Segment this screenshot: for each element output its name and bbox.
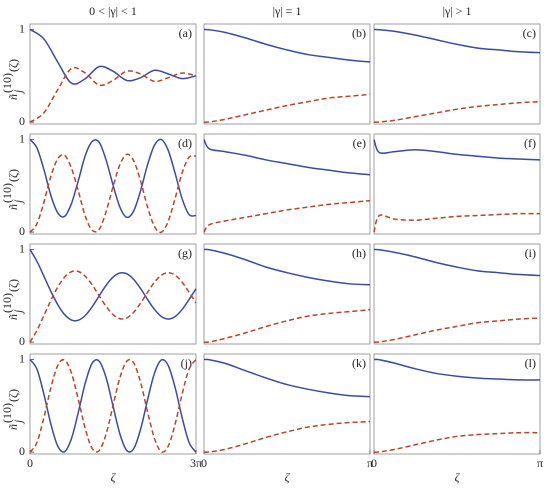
panel-label: (h) [352, 246, 366, 260]
x-tick-label: π [367, 456, 373, 470]
y-label-arg: (ζ) [6, 169, 20, 182]
data-line [203, 248, 371, 286]
panel-label: (b) [352, 26, 366, 40]
panel-label: (g) [178, 246, 192, 260]
x-axis-label: ζ [111, 470, 117, 484]
y-label-sub: j [11, 199, 25, 205]
panel-label: (f) [524, 136, 536, 150]
data-line [203, 28, 371, 63]
data-line [373, 317, 541, 343]
data-line [29, 249, 197, 322]
y-tick-label: 1 [19, 131, 25, 145]
y-axis-label: ñ(10)j (ζ) [0, 279, 25, 320]
y-tick-label: 0 [19, 224, 25, 238]
panel-frame [373, 133, 541, 235]
data-line [29, 138, 197, 219]
column-title: 0 < |γ| < 1 [89, 4, 137, 18]
y-label-sub: j [11, 309, 25, 315]
y-label-arg: (ζ) [6, 279, 20, 292]
y-label-sup: (10) [0, 293, 14, 313]
panel-frame [29, 23, 197, 125]
data-line [373, 248, 541, 277]
data-line [373, 431, 541, 453]
data-line [203, 139, 371, 176]
y-tick-label: 1 [19, 241, 25, 255]
y-label-base: ñ [6, 314, 20, 320]
data-line [203, 420, 371, 453]
data-line [203, 358, 371, 398]
data-line [373, 28, 541, 54]
y-label-base: ñ [6, 204, 20, 210]
data-line [203, 308, 371, 344]
y-label-arg: (ζ) [6, 389, 20, 402]
data-line [29, 358, 197, 453]
y-axis-label: ñ(10)j (ζ) [0, 169, 25, 210]
x-tick-label: 0 [371, 456, 377, 470]
panel-label: (d) [178, 136, 192, 150]
data-line [29, 270, 197, 343]
y-axis-label: ñ(10)j (ζ) [0, 59, 25, 100]
y-label-base: ñ [6, 424, 20, 430]
x-tick-label: 0 [201, 456, 207, 470]
panel-label: (a) [179, 26, 192, 40]
y-tick-label: 0 [19, 444, 25, 458]
y-label-sup: (10) [0, 403, 14, 423]
panel-label: (l) [525, 356, 536, 370]
data-line [29, 28, 197, 85]
data-line [373, 212, 541, 233]
panel-frame [203, 353, 371, 455]
y-tick-label: 0 [19, 334, 25, 348]
y-tick-label: 1 [19, 21, 25, 35]
x-tick-label: 3π [190, 456, 202, 470]
panel-label: (i) [525, 246, 536, 260]
column-title: |γ| = 1 [273, 4, 302, 18]
data-line [373, 139, 541, 161]
panel-label: (c) [523, 26, 536, 40]
data-line [29, 66, 197, 123]
y-label-sub: j [11, 89, 25, 95]
data-line [203, 93, 371, 123]
x-tick-label: 0 [27, 456, 33, 470]
panel-frame [203, 243, 371, 345]
y-tick-label: 0 [19, 114, 25, 128]
panel-frame [203, 23, 371, 125]
panel-label: (j) [181, 356, 192, 370]
x-tick-label: π [537, 456, 543, 470]
x-axis-label: ζ [455, 470, 461, 484]
y-label-sub: j [11, 419, 25, 425]
panel-frame [373, 23, 541, 125]
y-label-sup: (10) [0, 73, 14, 93]
data-line [373, 101, 541, 123]
panel-frame [203, 133, 371, 235]
data-line [373, 358, 541, 381]
panel-label: (e) [353, 136, 366, 150]
panel-frame [373, 243, 541, 345]
x-axis-label: ζ [285, 470, 291, 484]
panel-frame [373, 353, 541, 455]
y-axis-label: ñ(10)j (ζ) [0, 389, 25, 430]
panel-frame [29, 243, 197, 345]
data-line [29, 153, 197, 234]
column-title: |γ| > 1 [443, 4, 472, 18]
panel-label: (k) [352, 356, 366, 370]
y-tick-label: 1 [19, 351, 25, 365]
y-label-arg: (ζ) [6, 59, 20, 72]
panel-frame [29, 353, 197, 455]
y-label-sup: (10) [0, 183, 14, 203]
data-line [203, 199, 371, 233]
panel-frame [29, 133, 197, 235]
y-label-base: ñ [6, 94, 20, 100]
